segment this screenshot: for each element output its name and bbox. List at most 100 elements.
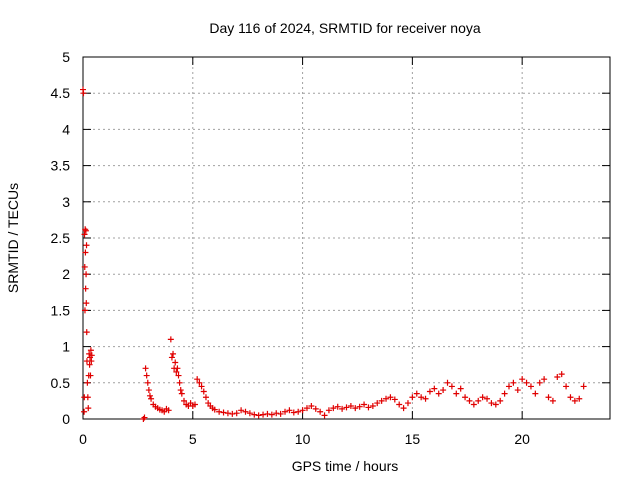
data-point	[374, 400, 381, 407]
data-point	[576, 395, 583, 402]
data-point	[343, 404, 350, 411]
data-point	[514, 387, 521, 394]
data-point	[352, 405, 359, 412]
data-point	[400, 405, 407, 412]
y-tick-label: 3.5	[51, 158, 71, 174]
data-point	[356, 403, 363, 410]
data-point	[143, 372, 150, 379]
data-point	[167, 336, 174, 343]
y-tick-label: 4	[62, 121, 70, 137]
data-point	[200, 388, 207, 395]
data-point	[238, 407, 245, 414]
data-point	[541, 376, 548, 383]
y-tick-label: 3	[62, 194, 70, 210]
data-point	[144, 379, 151, 386]
data-point	[81, 408, 88, 415]
data-point	[176, 379, 183, 386]
data-point	[462, 394, 469, 401]
data-point	[229, 410, 236, 417]
data-point	[216, 408, 223, 415]
y-tick-label: 0.5	[51, 375, 71, 391]
x-tick-label: 20	[514, 431, 530, 447]
data-point	[260, 411, 267, 418]
data-point	[255, 412, 262, 419]
data-point	[170, 350, 177, 357]
data-point	[549, 397, 556, 404]
data-point	[387, 394, 394, 401]
data-point	[81, 231, 88, 238]
data-point	[347, 402, 354, 409]
data-point	[290, 409, 297, 416]
data-point	[83, 271, 90, 278]
x-tick-label: 10	[295, 431, 311, 447]
data-point	[532, 390, 539, 397]
data-point	[87, 347, 94, 354]
data-point	[361, 401, 368, 408]
data-point	[211, 406, 218, 413]
data-point	[168, 354, 175, 361]
y-axis-label: SRMTID / TECUs	[5, 183, 21, 293]
data-point	[475, 397, 482, 404]
data-point	[457, 385, 464, 392]
data-point	[277, 410, 284, 417]
data-point	[488, 400, 495, 407]
data-point	[282, 408, 289, 415]
data-point	[87, 372, 94, 379]
data-point	[383, 395, 390, 402]
y-tick-label: 0	[62, 411, 70, 427]
data-point	[173, 368, 180, 375]
data-point	[273, 410, 280, 417]
data-point	[198, 383, 205, 390]
data-point	[545, 394, 552, 401]
data-point	[312, 405, 319, 412]
data-point	[554, 374, 561, 381]
data-point	[178, 390, 185, 397]
x-tick-label: 5	[189, 431, 197, 447]
data-point	[391, 396, 398, 403]
data-point	[268, 411, 275, 418]
data-point	[492, 401, 499, 408]
x-tick-label: 15	[405, 431, 421, 447]
data-point	[299, 407, 306, 414]
data-point	[264, 410, 271, 417]
data-point	[330, 405, 337, 412]
data-point	[83, 300, 90, 307]
data-point	[396, 401, 403, 408]
data-point	[479, 394, 486, 401]
data-point	[435, 390, 442, 397]
data-point	[191, 401, 198, 408]
data-point	[466, 397, 473, 404]
data-point	[558, 371, 565, 378]
y-tick-label: 5	[62, 49, 70, 65]
data-point	[295, 408, 302, 415]
data-point	[497, 397, 504, 404]
grid-lines	[83, 57, 610, 419]
data-point	[242, 408, 249, 415]
y-tick-label: 2.5	[51, 230, 71, 246]
data-point	[321, 412, 328, 419]
data-point	[82, 285, 89, 292]
data-point	[194, 376, 201, 383]
y-tick-label: 1.5	[51, 302, 71, 318]
data-point	[444, 379, 451, 386]
data-point	[84, 394, 91, 401]
data-point	[233, 410, 240, 417]
data-point	[83, 242, 90, 249]
data-point	[505, 383, 512, 390]
data-point	[85, 405, 92, 412]
data-point	[251, 411, 258, 418]
data-point	[413, 390, 420, 397]
data-point	[448, 383, 455, 390]
data-point	[202, 394, 209, 401]
data-point	[146, 392, 153, 399]
data-point	[83, 329, 90, 336]
data-point	[501, 390, 508, 397]
data-point	[580, 383, 587, 390]
data-point	[484, 395, 491, 402]
data-point	[81, 307, 88, 314]
data-point	[224, 410, 231, 417]
data-point	[440, 387, 447, 394]
data-point	[145, 387, 152, 394]
